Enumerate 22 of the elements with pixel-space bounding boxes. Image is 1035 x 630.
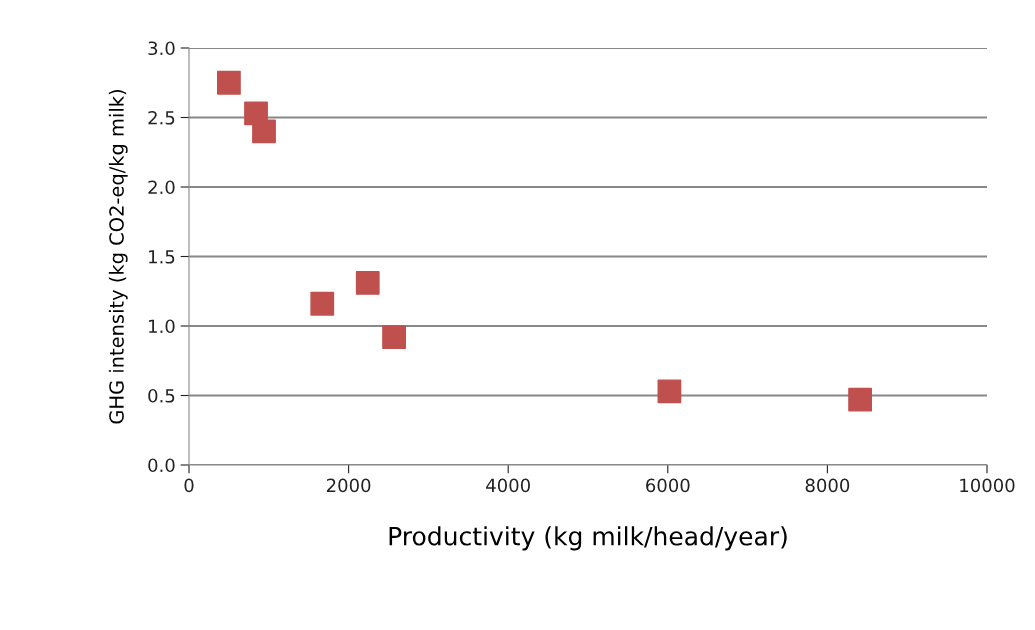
y-tick-label: 0.5 [148,388,175,403]
y-tick-label: 2.0 [148,180,175,195]
x-tick-label: 8000 [805,478,850,493]
x-tick-label: 4000 [486,478,530,493]
point [657,379,682,404]
x-axis-title: Productivity (kg milk/head/year) [389,526,787,551]
x-tick-label: 6000 [646,478,690,493]
y-tick-label: 1.5 [149,250,175,264]
x-tick-label: 10000 [960,478,1015,493]
y-tick-label: 2.5 [148,110,175,125]
x-tick-label: 0 [184,478,194,493]
point [848,387,873,412]
x-tick-label: 2000 [326,478,371,493]
y-tick-label: 0.0 [148,458,175,473]
point [310,291,335,316]
point [217,70,241,95]
point [382,325,406,350]
y-tick-label: 1.0 [149,319,175,334]
point [355,271,380,295]
y-tick-label: 3.0 [148,41,175,56]
point [252,119,276,144]
y-axis-title: GHG intensity (kg CO2-eq/kg milk) [108,90,128,424]
